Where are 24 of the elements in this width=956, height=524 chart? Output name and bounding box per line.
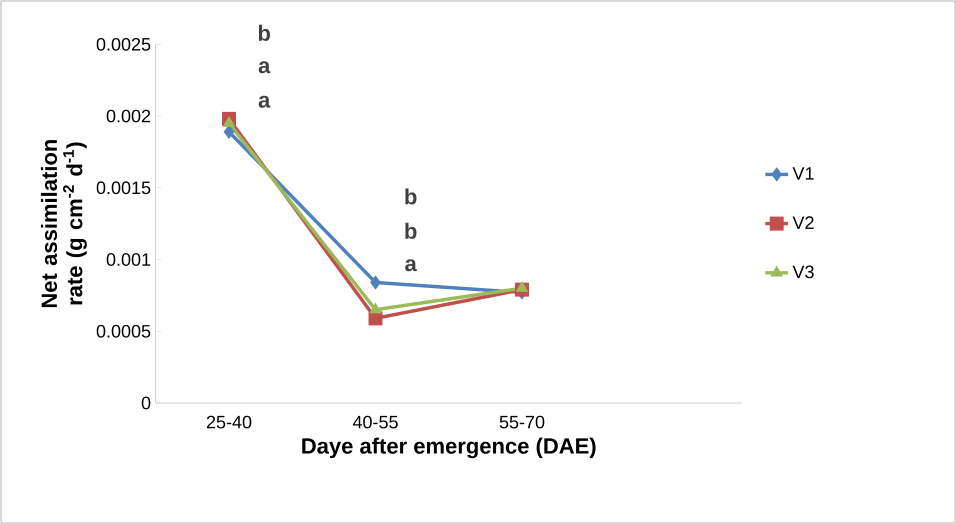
x-tick-label: 40-55 (352, 416, 398, 428)
x-axis-title: Daye after emergence (DAE) (302, 438, 596, 458)
annotation: b (405, 188, 416, 204)
y-tick-label: 0.0025 (96, 38, 150, 51)
point (222, 116, 236, 127)
annotation: a (258, 96, 270, 108)
annotation: b (405, 222, 416, 239)
annotation: a (258, 61, 270, 74)
y-tick-label: 0.002 (106, 110, 150, 122)
text: b (258, 24, 270, 41)
point (370, 275, 381, 290)
y-tick-label: 0.001 (106, 253, 150, 266)
annotation: a (405, 259, 417, 272)
y-tick-label: 0.0015 (96, 181, 150, 194)
x-tick-label: 55-70 (500, 416, 544, 428)
point (369, 302, 382, 314)
x-tick-label: 25-40 (206, 416, 252, 428)
point (224, 124, 234, 139)
y-tick-label: 0.0005 (96, 324, 150, 338)
legend-label: V1 (792, 167, 814, 180)
point (516, 281, 528, 292)
y-tick-label: 0 (142, 396, 150, 410)
legend-label: V3 (792, 266, 814, 278)
legend-label: V2 (792, 216, 814, 229)
